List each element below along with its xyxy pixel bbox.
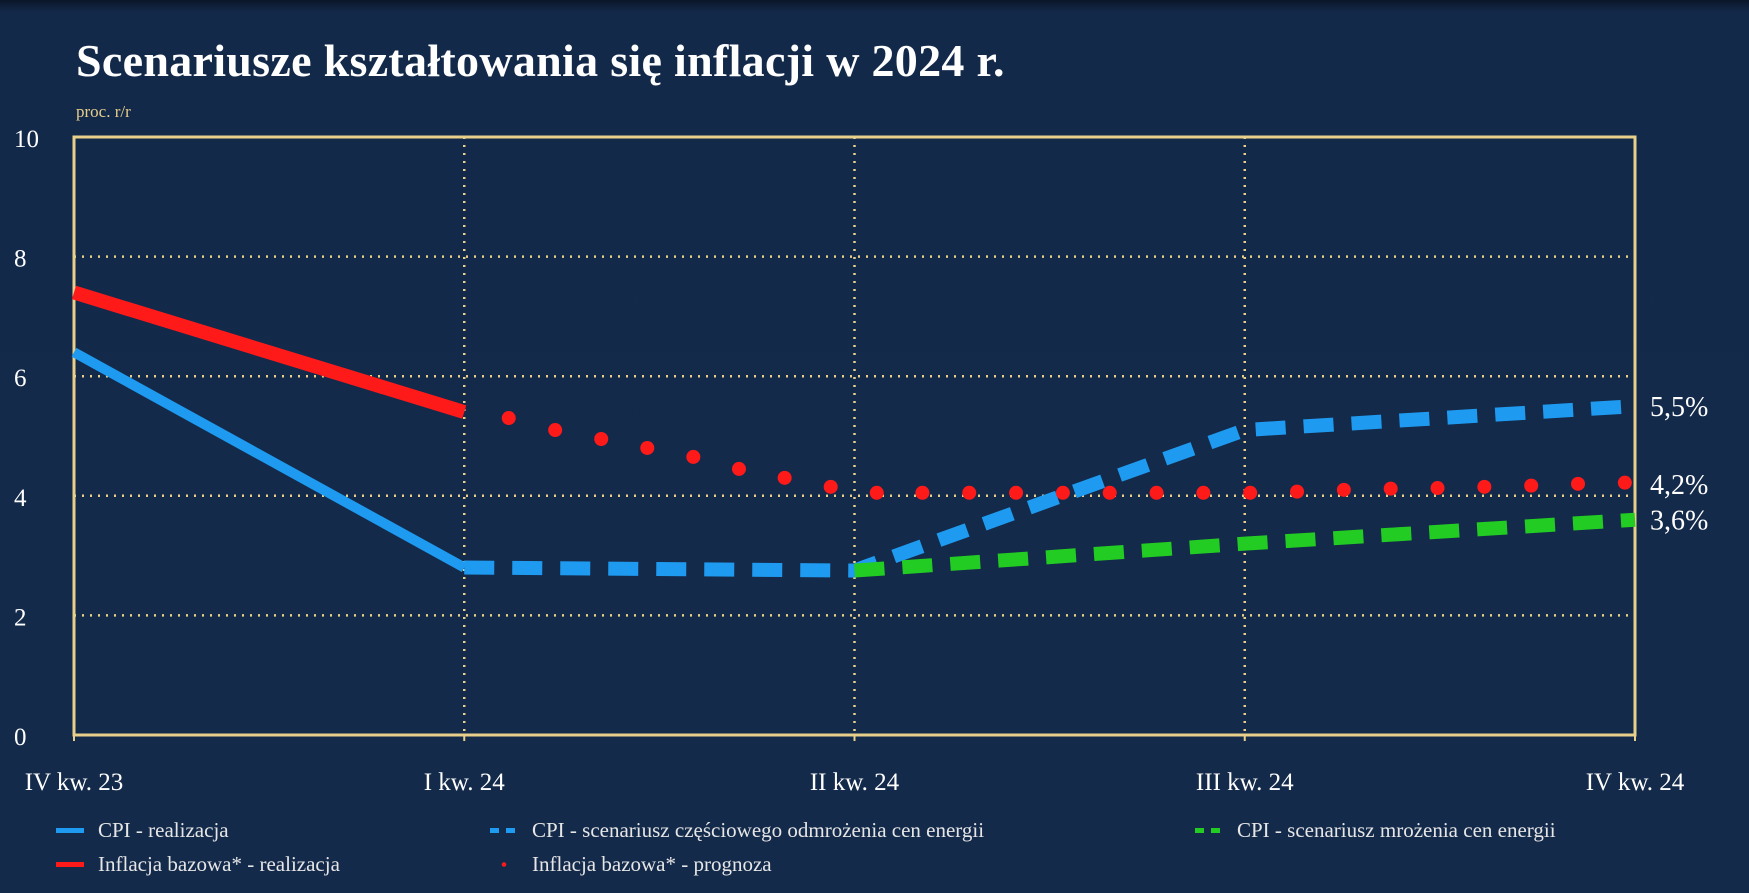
core-forecast-point xyxy=(1571,476,1586,491)
legend-item-bazowa-prognoza: Inflacja bazowa* - prognoza xyxy=(490,852,772,877)
core-forecast-point xyxy=(1524,478,1539,493)
core-forecast-point xyxy=(777,470,792,485)
x-tick-label: III kw. 24 xyxy=(1196,769,1294,796)
core-forecast-point xyxy=(1617,475,1632,490)
chart-title: Scenariusze kształtowania się inflacji w… xyxy=(76,35,1005,86)
end-value-label: 5,5% xyxy=(1650,392,1708,423)
core-forecast-point xyxy=(1290,484,1305,499)
core-forecast-point xyxy=(1009,485,1024,500)
core-forecast-point xyxy=(1243,485,1258,500)
y-tick-label: 4 xyxy=(14,485,27,512)
end-value-label: 4,2% xyxy=(1650,470,1708,501)
legend-label: CPI - scenariusz mrożenia cen energii xyxy=(1237,818,1556,842)
core-forecast-point xyxy=(548,423,563,438)
legend-swatch-dashed-blue xyxy=(490,828,518,833)
x-tick-label: IV kw. 24 xyxy=(1586,769,1685,796)
legend-swatch-solid-blue xyxy=(56,828,84,833)
core-forecast-point xyxy=(686,449,701,464)
y-tick-label: 0 xyxy=(14,724,27,751)
core-forecast-point xyxy=(1196,485,1211,500)
legend-item-cpi-odmrozenie: CPI - scenariusz częściowego odmrożenia … xyxy=(490,818,984,843)
core-forecast-point xyxy=(731,461,746,476)
legend-label: CPI - scenariusz częściowego odmrożenia … xyxy=(532,818,985,842)
legend-item-cpi-mrozenie: CPI - scenariusz mrożenia cen energii xyxy=(1195,818,1556,843)
series-line-1 xyxy=(71,285,467,419)
y-axis-unit: proc. r/r xyxy=(76,102,131,121)
y-tick-label: 8 xyxy=(14,246,27,273)
core-forecast-point xyxy=(501,411,516,426)
x-tick-label: IV kw. 23 xyxy=(25,769,124,796)
core-forecast-point xyxy=(1055,485,1070,500)
end-value-label: 3,6% xyxy=(1650,506,1708,537)
core-forecast-point xyxy=(1430,481,1445,496)
core-forecast-point xyxy=(1383,481,1398,496)
core-forecast-point xyxy=(823,479,838,494)
core-forecast-point xyxy=(915,485,930,500)
legend-swatch-dashed-green xyxy=(1195,828,1223,833)
legend-swatch-dot-red xyxy=(490,862,518,867)
x-tick-label: II kw. 24 xyxy=(810,769,900,796)
legend-label: Inflacja bazowa* - prognoza xyxy=(532,852,772,876)
legend-item-bazowa-realizacja: Inflacja bazowa* - realizacja xyxy=(56,852,340,877)
legend-swatch-solid-red xyxy=(56,862,84,867)
plot-frame xyxy=(72,135,1637,737)
legend-label: Inflacja bazowa* - realizacja xyxy=(98,852,340,876)
core-forecast-point xyxy=(1149,485,1164,500)
core-forecast-point xyxy=(869,485,884,500)
y-tick-label: 10 xyxy=(14,126,39,153)
x-tick-label: I kw. 24 xyxy=(424,769,506,796)
y-tick-label: 2 xyxy=(14,604,27,631)
legend-label: CPI - realizacja xyxy=(98,818,229,842)
core-forecast-point xyxy=(594,431,609,446)
core-forecast-point xyxy=(962,485,977,500)
core-forecast-point xyxy=(1336,482,1351,497)
series-line-2 xyxy=(464,399,1636,578)
series-line-3 xyxy=(854,512,1636,578)
series-line-0 xyxy=(71,347,467,572)
core-forecast-point xyxy=(1102,485,1117,500)
y-tick-label: 6 xyxy=(14,365,27,392)
core-forecast-point xyxy=(1477,479,1492,494)
core-forecast-point xyxy=(640,440,655,455)
legend-item-cpi-realizacja: CPI - realizacja xyxy=(56,818,229,843)
